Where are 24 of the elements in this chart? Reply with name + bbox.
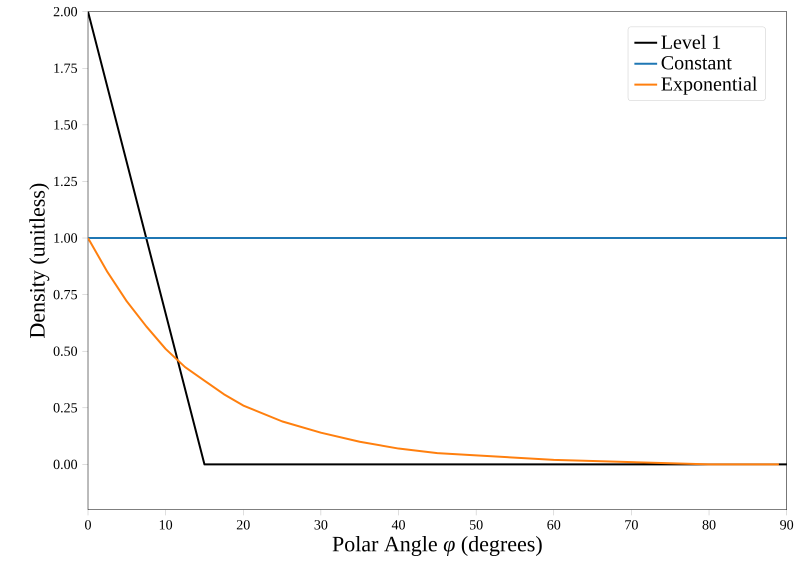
x-tick-label: 50 bbox=[470, 520, 483, 530]
x-axis-title: Polar Angle φ (degrees) bbox=[332, 536, 542, 556]
y-axis-title: Density (unitless) bbox=[29, 184, 50, 338]
x-tick-label: 20 bbox=[236, 520, 250, 530]
x-tick-label: 70 bbox=[625, 520, 638, 530]
x-tick-label: 60 bbox=[547, 520, 560, 530]
y-tick-label: 1.75 bbox=[54, 64, 78, 73]
x-tick-label: 80 bbox=[702, 520, 716, 530]
y-tick-label: 1.25 bbox=[54, 176, 78, 186]
y-tick-label: 1.00 bbox=[54, 233, 78, 243]
x-tick-label: 30 bbox=[314, 520, 328, 530]
y-tick-label: 0.25 bbox=[54, 403, 78, 413]
y-tick-label: 0.00 bbox=[54, 460, 78, 470]
y-tick-label: 1.50 bbox=[54, 120, 78, 130]
y-tick-label: 0.50 bbox=[54, 346, 78, 356]
y-tick-label: 0.75 bbox=[54, 290, 78, 300]
x-tick-label: 90 bbox=[780, 520, 794, 530]
legend-label: Exponential bbox=[661, 76, 758, 95]
y-tick-label: 2.00 bbox=[54, 6, 78, 16]
x-tick-label: 40 bbox=[392, 520, 405, 530]
legend-label: Constant bbox=[662, 56, 732, 70]
x-tick-label: 10 bbox=[160, 520, 172, 530]
legend-label: Level 1 bbox=[661, 34, 720, 49]
x-tick-label: 0 bbox=[85, 520, 91, 530]
